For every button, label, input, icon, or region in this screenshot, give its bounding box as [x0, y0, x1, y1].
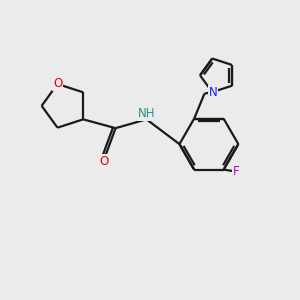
- Text: O: O: [53, 77, 62, 90]
- Text: O: O: [99, 155, 108, 168]
- Text: NH: NH: [138, 107, 156, 120]
- Text: N: N: [208, 86, 217, 99]
- Text: F: F: [233, 165, 240, 178]
